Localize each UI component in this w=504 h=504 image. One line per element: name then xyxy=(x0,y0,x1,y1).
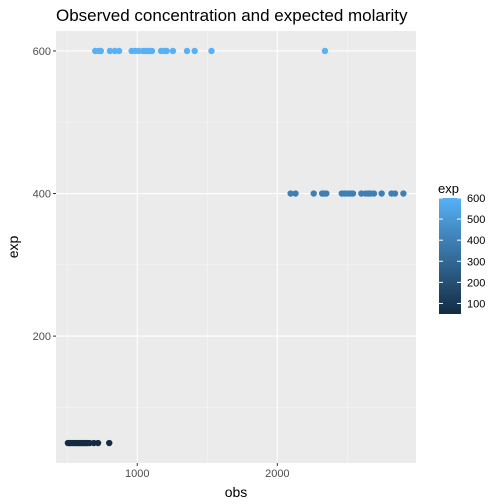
data-point xyxy=(287,190,294,197)
colorbar-breaks: 100 200 300 400 500 600 xyxy=(439,193,485,310)
data-point xyxy=(191,47,198,55)
data-point xyxy=(183,47,191,55)
data-point xyxy=(391,190,399,197)
colorbar-label: 100 xyxy=(467,298,485,310)
data-point xyxy=(163,47,170,55)
colorbar-label: 600 xyxy=(467,193,485,205)
data-point xyxy=(106,47,114,55)
x-axis: 1000 2000 xyxy=(125,463,290,480)
data-point xyxy=(106,439,113,447)
data-point xyxy=(400,190,407,197)
data-point xyxy=(208,47,215,55)
minor-gridlines xyxy=(56,31,416,463)
data-point xyxy=(169,47,177,55)
data-point xyxy=(115,47,123,55)
y-axis-title: exp xyxy=(5,236,21,259)
data-point xyxy=(310,190,317,197)
y-tick-label: 400 xyxy=(33,189,51,201)
data-points xyxy=(64,47,407,447)
data-point xyxy=(148,47,156,55)
data-point xyxy=(94,439,102,447)
colorbar-label: 300 xyxy=(467,256,485,268)
y-tick-label: 600 xyxy=(33,46,51,58)
x-tick-label: 2000 xyxy=(265,468,289,480)
data-point xyxy=(292,190,299,197)
plot-panel xyxy=(56,31,416,463)
colorbar-label: 400 xyxy=(467,235,485,247)
chart-title: Observed concentration and expected mola… xyxy=(56,6,408,25)
colorbar-label: 500 xyxy=(467,214,485,226)
data-point xyxy=(321,47,329,55)
legend-title: exp xyxy=(438,181,459,196)
x-axis-title: obs xyxy=(225,484,248,500)
y-axis: 200 400 600 xyxy=(33,46,56,343)
data-point xyxy=(323,190,330,197)
colorbar-label: 200 xyxy=(467,277,485,289)
x-tick-label: 1000 xyxy=(125,468,149,480)
color-legend: exp 100 200 300 400 500 600 xyxy=(438,181,485,314)
data-point xyxy=(97,47,105,55)
data-point xyxy=(370,190,378,197)
data-point xyxy=(349,190,357,197)
data-point xyxy=(378,190,385,197)
y-tick-label: 200 xyxy=(33,331,51,343)
colorbar xyxy=(439,198,461,314)
